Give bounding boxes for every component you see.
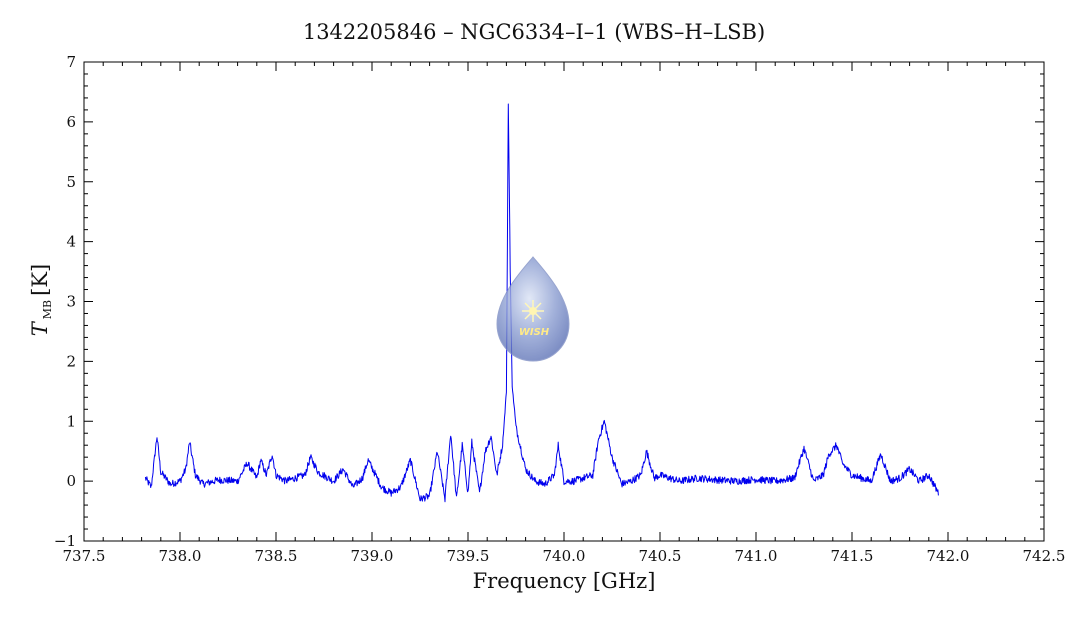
x-tick-label: 740.0	[543, 547, 586, 565]
x-tick-label: 742.5	[1023, 547, 1066, 565]
series-layer	[144, 103, 939, 503]
y-tick-label: −1	[54, 532, 76, 550]
axis-ticks	[83, 61, 1045, 542]
y-tick-label: 2	[66, 352, 76, 370]
y-axis-label: TMB [K]	[28, 264, 54, 336]
x-tick-label: 741.0	[735, 547, 778, 565]
chart-title: 1342205846 – NGC6334–I–1 (WBS–H–LSB)	[303, 20, 765, 44]
y-tick-label: 7	[66, 53, 76, 71]
watermark-text: WISH	[519, 327, 550, 338]
y-tick-label: 5	[66, 173, 76, 191]
y-tick-label: 3	[66, 293, 76, 311]
y-tick-label: 4	[66, 233, 76, 251]
x-tick-label: 741.5	[831, 547, 874, 565]
x-tick-label: 739.5	[447, 547, 490, 565]
x-tick-label: 738.5	[255, 547, 298, 565]
x-tick-label: 738.0	[159, 547, 202, 565]
x-tick-label: 742.0	[927, 547, 970, 565]
x-tick-label: 740.5	[639, 547, 682, 565]
x-tick-label: 739.0	[351, 547, 394, 565]
y-tick-label: 1	[66, 412, 76, 430]
y-tick-label: 0	[66, 472, 76, 490]
star-core	[529, 307, 537, 315]
y-axis-label-unit: [K]	[28, 264, 52, 296]
spectrum-line	[144, 103, 939, 503]
x-tick-label: 737.5	[63, 547, 106, 565]
y-axis-label-sub: MB	[41, 300, 54, 319]
x-axis-label: Frequency [GHz]	[473, 569, 656, 593]
y-tick-labels: −1 0 1 2 3 4 5 6 7	[54, 53, 76, 550]
y-axis-label-main: T	[28, 320, 52, 336]
svg-text:TMB[K]: TMB [K]	[28, 264, 54, 336]
x-tick-labels: 737.5 738.0 738.5 739.0 739.5 740.0 740.5 741.0…	[63, 547, 1066, 565]
wish-watermark: WISH	[496, 256, 570, 362]
y-tick-label: 6	[66, 113, 76, 131]
